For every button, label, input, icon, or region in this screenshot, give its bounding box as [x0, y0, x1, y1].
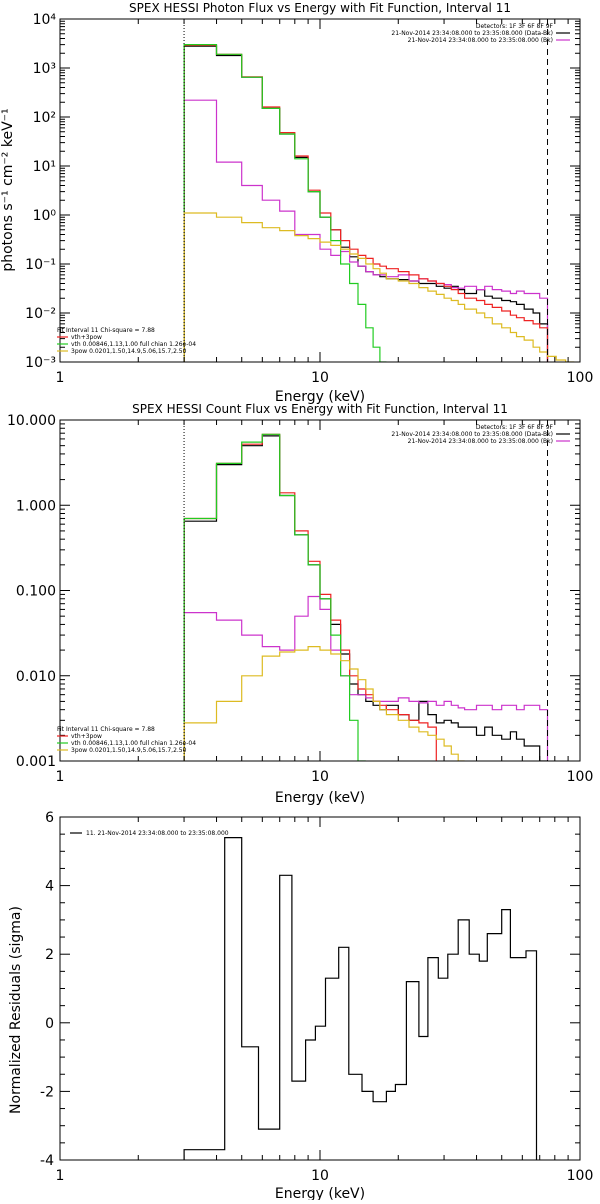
y-axis-label: Normalized Residuals (sigma) [8, 906, 24, 1114]
series-3pow [183, 212, 575, 362]
y-tick-label: 10⁰ [33, 208, 57, 224]
series-group [183, 433, 549, 761]
legend-entry: vth+3pow [71, 334, 102, 341]
y-tick-label: -2 [40, 1084, 54, 1100]
y-axis-ticks: 10⁻³ 10⁻² 10⁻¹ 10⁰ 10¹ 10² 10³ 10⁴ [25, 12, 580, 371]
series-residuals [183, 836, 538, 1160]
x-tick-label: 10 [311, 769, 329, 785]
x-axis-ticks: 1 10 100 [56, 19, 594, 386]
chart-title: SPEX HESSI Count Flux vs Energy with Fit… [132, 402, 508, 416]
legend-entry: vth 0.00846,1.13,1.00 full chian 1.26e-0… [71, 341, 196, 348]
y-tick-label: 10⁻¹ [25, 257, 56, 273]
x-tick-label: 10 [311, 1168, 329, 1184]
legend-entry: 21-Nov-2014 23:34:08.000 to 23:35:08.000… [408, 438, 553, 445]
y-tick-label: 0.010 [16, 669, 56, 685]
y-tick-label: 1.000 [16, 498, 56, 514]
y-tick-label: 0.001 [16, 754, 56, 770]
legend-top: 11. 21-Nov-2014 23:34:08.000 to 23:35:08… [70, 830, 229, 837]
legend-bottom: Fit Interval 11 Chi-square = 7.88vth+3po… [57, 726, 196, 754]
x-tick-label: 100 [567, 769, 594, 785]
x-axis-ticks: 1 10 100 [56, 817, 594, 1184]
x-axis-label: Energy (keV) [275, 389, 365, 405]
x-axis-label: Energy (keV) [275, 790, 365, 806]
x-tick-label: 100 [567, 370, 594, 386]
x-tick-label: 10 [311, 370, 329, 386]
series-group [183, 836, 538, 1160]
y-tick-label: 10⁴ [33, 12, 57, 28]
x-axis-label: Energy (keV) [275, 1186, 365, 1200]
x-axis-ticks: 1 10 100 [56, 420, 594, 785]
x-tick-label: 1 [56, 769, 65, 785]
y-tick-label: 10² [33, 110, 56, 126]
plot-area: 1 10 100 0.001 0.010 0.100 1.000 10.000 Detector… [7, 413, 593, 785]
legend-entry: Detectors: 1F 3F 6F 8F 9F [476, 23, 554, 30]
legend-entry: Fit Interval 11 Chi-square = 7.88 [57, 327, 155, 334]
y-tick-label: 10.000 [7, 413, 56, 429]
legend-entry: 11. 21-Nov-2014 23:34:08.000 to 23:35:08… [86, 830, 229, 837]
chart-title: SPEX HESSI Photon Flux vs Energy with Fi… [129, 1, 511, 15]
legend-entry: 3pow 0.0201,1.50,14.9,5.06,15.7,2.50 [71, 747, 187, 754]
legend-entry: vth 0.00846,1.13,1.00 full chian 1.26e-0… [71, 740, 196, 747]
y-tick-label: 2 [45, 947, 54, 963]
series-3pow [183, 645, 465, 761]
residuals-chart: Energy (keV) Normalized Residuals (sigma… [8, 810, 593, 1202]
series-group [183, 43, 575, 362]
y-axis-ticks: 0.001 0.010 0.100 1.000 10.000 [7, 413, 580, 770]
y-tick-label: 10³ [33, 61, 56, 77]
y-tick-label: 0.100 [16, 584, 56, 600]
y-tick-label: 0 [45, 1016, 54, 1032]
count-flux-chart: SPEX HESSI Count Flux vs Energy with Fit… [7, 402, 593, 806]
plot-area: 1 10 100 10⁻³ 10⁻² 10⁻¹ 10⁰ 10¹ 10² 10³ 10⁴ Detecto… [25, 12, 593, 386]
y-tick-label: 10¹ [33, 159, 56, 175]
legend-entry: Detectors: 1F 3F 6F 8F 9F [476, 424, 554, 431]
x-tick-label: 100 [567, 1168, 594, 1184]
y-tick-label: 10⁻³ [25, 355, 56, 371]
y-axis-ticks: -4 -2 0 2 4 6 [40, 810, 580, 1169]
legend-entry: Fit Interval 11 Chi-square = 7.88 [57, 726, 155, 733]
series-vth [183, 433, 366, 761]
y-axis-label: photons s⁻¹ cm⁻² keV⁻¹ [0, 108, 16, 271]
legend-entry: 3pow 0.0201,1.50,14.9,5.06,15.7,2.50 [71, 348, 187, 355]
y-tick-label: 10⁻² [25, 306, 56, 322]
series-vth-3pow [183, 433, 437, 761]
series-vth-3pow [183, 44, 549, 362]
legend-entry: 21-Nov-2014 23:34:08.000 to 23:35:08.000… [408, 37, 553, 44]
photon-flux-chart: SPEX HESSI Photon Flux vs Energy with Fi… [0, 1, 593, 405]
plot-area: 1 10 100 -4 -2 0 2 4 6 11. 21-Nov-2014 23:34:08.0… [40, 810, 593, 1184]
x-tick-label: 1 [56, 1168, 65, 1184]
series-bk [183, 595, 549, 761]
y-tick-label: -4 [40, 1153, 54, 1169]
legend-entry: vth+3pow [71, 733, 102, 740]
y-tick-label: 6 [45, 810, 54, 826]
legend-entry: 21-Nov-2014 23:34:08.000 to 23:35:08.000… [391, 431, 553, 438]
axes-frame [59, 816, 581, 1161]
y-tick-label: 4 [45, 879, 54, 895]
series-data-bk [183, 435, 548, 761]
series-vth [183, 43, 387, 362]
legend-bottom: Fit Interval 11 Chi-square = 7.88vth+3po… [57, 327, 196, 355]
legend-entry: 21-Nov-2014 23:34:08.000 to 23:35:08.000… [391, 30, 553, 37]
x-tick-label: 1 [56, 370, 65, 386]
